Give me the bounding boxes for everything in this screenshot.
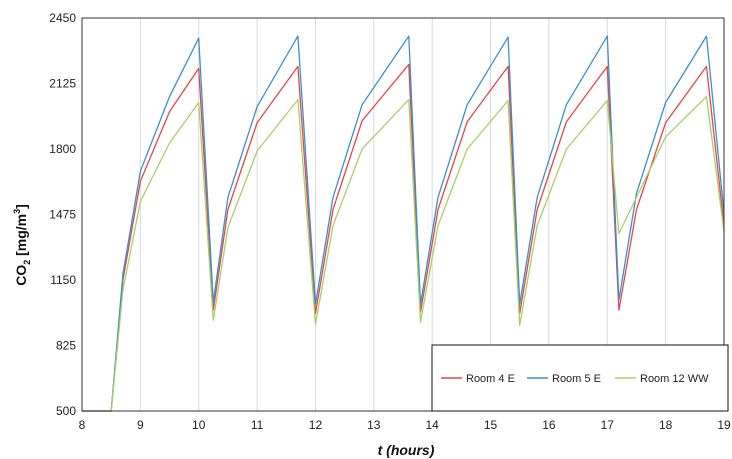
y-tick-label: 1800 <box>49 142 76 156</box>
x-tick-label: 9 <box>137 418 144 432</box>
plot-area-frame <box>81 17 725 412</box>
x-tick-label: 11 <box>251 418 264 432</box>
x-axis-title: t (hours) <box>378 442 435 458</box>
y-axis-title-close: ] <box>13 204 29 209</box>
y-tick-label: 500 <box>56 404 76 418</box>
legend: Room 4 E Room 5 E Room 12 WW <box>431 344 729 412</box>
x-tick-label: 13 <box>367 418 381 432</box>
x-tick-label: 17 <box>601 418 615 432</box>
legend-label-room-5-e: Room 5 E <box>552 373 601 385</box>
series-line-room-4-e <box>82 63 725 412</box>
y-axis-title-sup: 3 <box>12 209 22 214</box>
series-line-room-12-ww <box>82 95 725 412</box>
x-tick-label: 8 <box>79 418 86 432</box>
x-tick-labels: 8 9 10 11 12 13 14 15 16 17 18 19 <box>79 418 731 432</box>
y-tick-labels: 500 825 1150 1475 1800 2125 2450 <box>49 11 76 418</box>
y-tick-label: 2125 <box>49 77 76 91</box>
legend-box <box>431 344 729 412</box>
x-tick-label: 19 <box>717 418 731 432</box>
x-tick-label: 12 <box>309 418 323 432</box>
y-axis-title: CO2 [mg/m3] <box>12 204 32 286</box>
x-tick-label: 14 <box>426 418 440 432</box>
y-axis-title-sub: 2 <box>22 260 32 265</box>
x-tick-label: 10 <box>192 418 206 432</box>
y-tick-label: 825 <box>56 339 76 353</box>
series-line-room-5-e <box>82 35 725 412</box>
y-axis-title-unit: [mg/m <box>13 214 29 260</box>
series-lines <box>82 35 725 412</box>
y-tick-label: 2450 <box>49 11 76 25</box>
x-tick-label: 16 <box>542 418 556 432</box>
x-tick-label: 18 <box>659 418 673 432</box>
y-axis-title-co: CO <box>13 265 29 286</box>
y-tick-label: 1150 <box>50 273 76 287</box>
x-tick-label: 15 <box>484 418 498 432</box>
legend-label-room-4-e: Room 4 E <box>466 373 515 385</box>
legend-label-room-12-ww: Room 12 WW <box>640 373 709 385</box>
y-tick-label: 1475 <box>49 208 76 222</box>
